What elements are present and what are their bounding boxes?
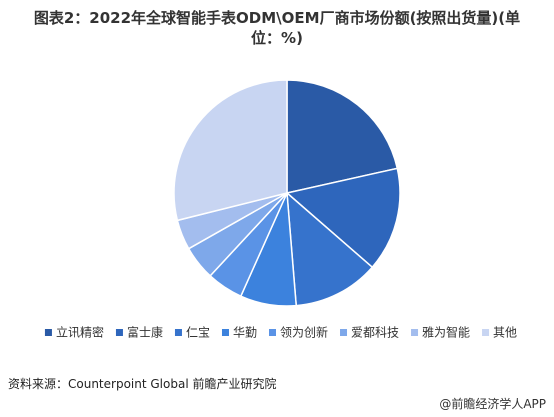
pie-slice — [285, 167, 401, 269]
legend-swatch — [44, 329, 52, 336]
legend-label: 领为创新 — [280, 325, 328, 340]
legend-swatch — [482, 329, 490, 336]
legend-swatch — [411, 329, 419, 336]
legend-label: 其他 — [493, 326, 517, 340]
legend-swatch — [221, 329, 229, 336]
legend-swatch — [115, 329, 123, 336]
chart-title: 图表2：2022年全球智能手表ODM\OEM厂商市场份额(按照出货量)(单位：%… — [33, 9, 521, 47]
pie-slice — [286, 191, 374, 307]
legend-label: 雅为智能 — [422, 325, 470, 340]
legend-label: 华勤 — [233, 326, 257, 340]
legend-swatch — [174, 329, 182, 336]
legend: 立讯精密 富士康 仁宝 华勤 领为创新 爱都科技 雅为智能 其他 — [44, 325, 517, 340]
source-note: 资料来源：Counterpoint Global 前瞻产业研究院 — [8, 377, 277, 391]
pie-slice — [173, 79, 288, 222]
legend-swatch — [340, 329, 348, 336]
legend-label: 立讯精密 — [56, 325, 104, 340]
pie-slice — [286, 79, 399, 194]
legend-label: 爱都科技 — [351, 326, 399, 340]
footer: @前瞻经济学人APP — [439, 397, 546, 411]
legend-swatch — [269, 329, 276, 336]
legend-label: 仁宝 — [186, 326, 210, 340]
legend-label: 富士康 — [127, 325, 163, 340]
